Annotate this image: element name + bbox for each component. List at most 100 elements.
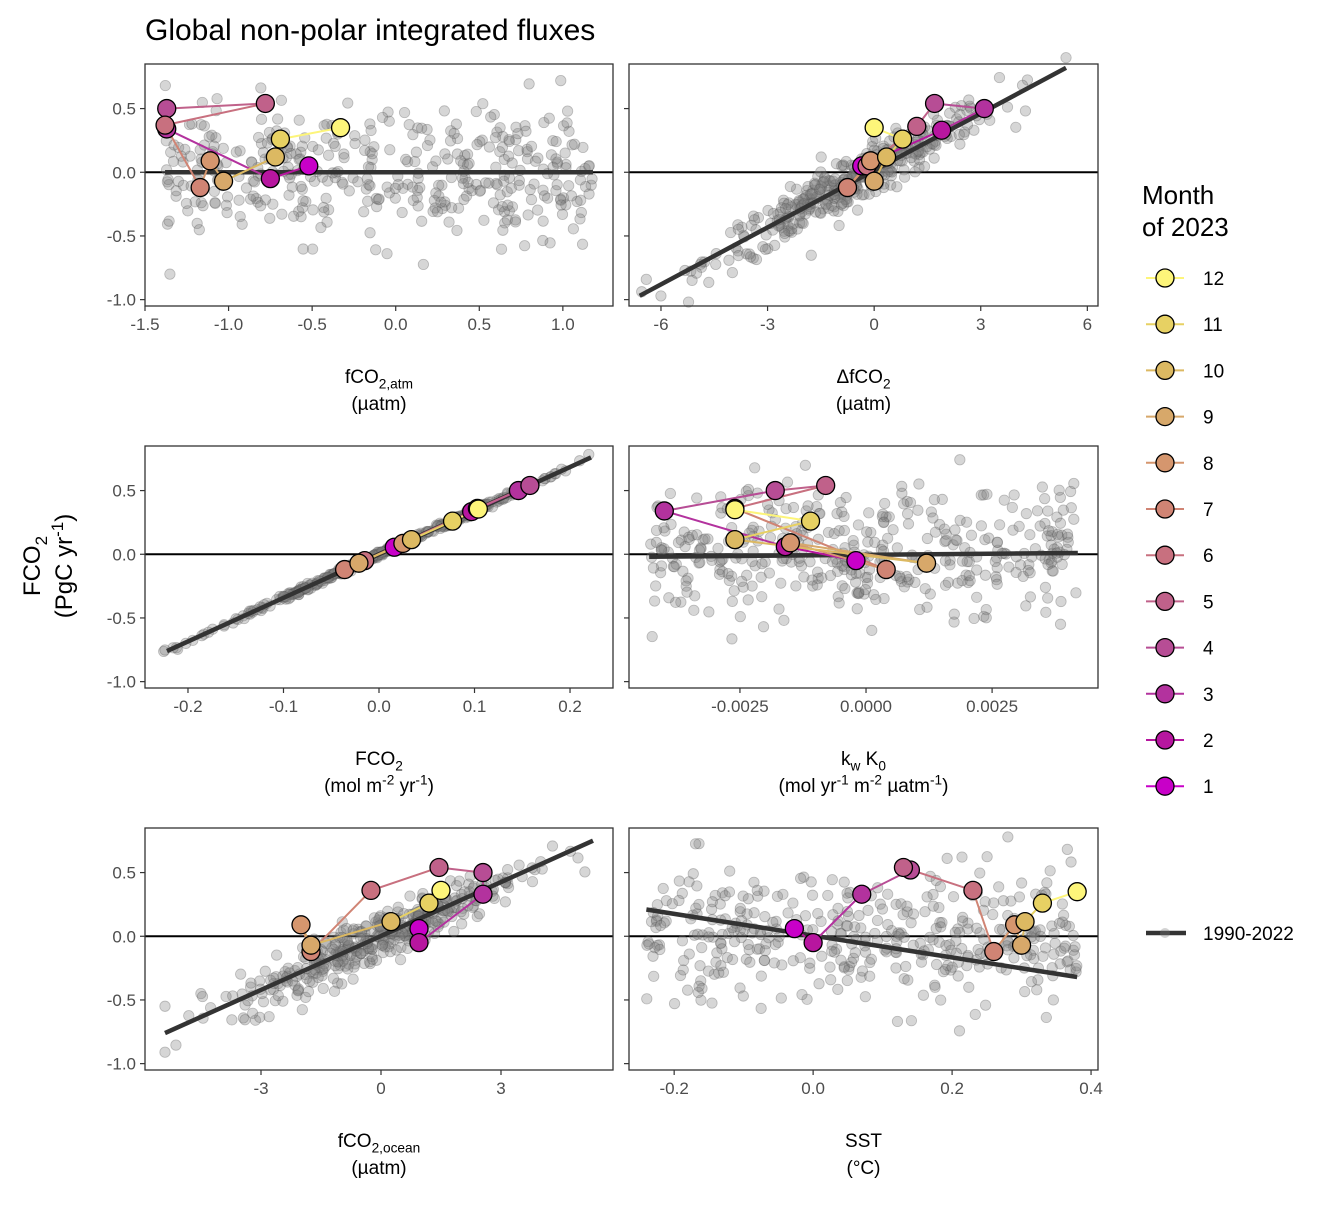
- historical-point: [997, 895, 1010, 907]
- historical-point: [913, 154, 926, 166]
- historical-point: [407, 194, 419, 207]
- historical-point: [878, 516, 890, 528]
- historical-point: [994, 519, 1006, 531]
- month-point-12: [330, 118, 351, 138]
- historical-point: [941, 852, 953, 864]
- x-axis-unit: (°C): [847, 1158, 881, 1179]
- historical-point: [499, 217, 511, 229]
- historical-point: [436, 179, 448, 191]
- historical-point: [643, 938, 655, 950]
- historical-point: [430, 915, 442, 927]
- historical-point: [823, 174, 835, 187]
- historical-point: [746, 580, 758, 592]
- historical-point: [585, 179, 597, 191]
- legend-item-month-10: 10: [1146, 360, 1224, 382]
- historical-point: [823, 179, 835, 192]
- historical-point: [491, 126, 503, 138]
- month-point-10: [1015, 911, 1035, 932]
- historical-point: [439, 148, 451, 160]
- historical-point: [566, 139, 578, 151]
- month-point-9: [349, 553, 369, 573]
- historical-point: [793, 196, 805, 208]
- historical-point: [498, 175, 510, 187]
- historical-point: [244, 193, 257, 205]
- historical-point: [180, 197, 193, 210]
- historical-point: [802, 500, 814, 512]
- legend-item-month-4: 4: [1146, 637, 1214, 660]
- historical-point: [430, 155, 442, 167]
- historical-point: [255, 113, 268, 125]
- historical-point: [822, 202, 835, 214]
- legend-item-month-6: 6: [1146, 545, 1214, 567]
- historical-point: [503, 134, 515, 146]
- historical-point: [235, 968, 247, 980]
- historical-point: [1010, 121, 1022, 133]
- historical-point: [726, 595, 738, 607]
- historical-point: [410, 146, 422, 158]
- x-tick-label: 0.0: [384, 315, 408, 334]
- legend-item-month-2: 2: [1146, 730, 1214, 752]
- historical-point: [532, 204, 544, 216]
- historical-point: [255, 200, 267, 212]
- historical-point: [259, 965, 271, 977]
- historical-point: [781, 476, 794, 488]
- legend-item-month-12: 12: [1146, 268, 1224, 290]
- historical-point: [794, 217, 806, 229]
- historical-point: [786, 226, 798, 238]
- historical-point: [924, 931, 936, 943]
- historical-point: [767, 207, 780, 220]
- historical-point: [421, 123, 433, 136]
- historical-point: [302, 986, 315, 998]
- historical-point: [542, 192, 554, 204]
- historical-point: [654, 919, 667, 932]
- historical-point: [359, 134, 371, 146]
- historical-point: [209, 197, 221, 209]
- historical-point: [191, 217, 203, 229]
- historical-point: [402, 156, 414, 168]
- historical-point: [296, 140, 308, 152]
- historical-point: [866, 624, 878, 636]
- historical-point: [509, 216, 522, 228]
- historical-point: [797, 217, 809, 230]
- historical-point: [575, 194, 587, 206]
- historical-point: [702, 965, 715, 977]
- month-point-8: [860, 151, 881, 171]
- historical-point: [348, 961, 360, 973]
- historical-point: [898, 164, 910, 176]
- historical-point: [814, 183, 826, 196]
- historical-point: [162, 173, 174, 186]
- historical-point: [839, 582, 851, 595]
- historical-point: [494, 122, 506, 134]
- month-segment: [166, 128, 271, 180]
- historical-point: [547, 135, 559, 147]
- historical-point: [240, 182, 253, 194]
- historical-point: [327, 972, 339, 984]
- historical-point: [209, 197, 221, 209]
- x-tick-label: 1.0: [551, 315, 575, 334]
- historical-point: [968, 124, 980, 136]
- historical-point: [980, 612, 992, 624]
- historical-point: [170, 190, 182, 202]
- x-tick-label: 3: [496, 1079, 505, 1098]
- historical-point: [811, 579, 823, 591]
- legend-item-month-11: 11: [1146, 314, 1223, 336]
- x-tick-label: 0.2: [558, 697, 582, 716]
- historical-point: [726, 633, 738, 645]
- historical-point: [371, 201, 383, 213]
- historical-point: [715, 960, 727, 972]
- historical-point: [805, 249, 817, 261]
- x-tick-label: 0.0: [367, 697, 391, 716]
- historical-point: [849, 947, 861, 959]
- historical-point: [755, 970, 767, 982]
- historical-point: [221, 191, 234, 203]
- historical-point: [506, 157, 518, 169]
- historical-point: [958, 126, 971, 138]
- historical-point: [560, 199, 572, 211]
- legend-label: 5: [1203, 592, 1214, 613]
- historical-point: [211, 93, 223, 105]
- historical-point: [1056, 916, 1069, 928]
- month-point-11: [442, 511, 463, 531]
- historical-point: [833, 597, 845, 609]
- historical-point: [403, 119, 415, 131]
- historical-point: [807, 184, 819, 196]
